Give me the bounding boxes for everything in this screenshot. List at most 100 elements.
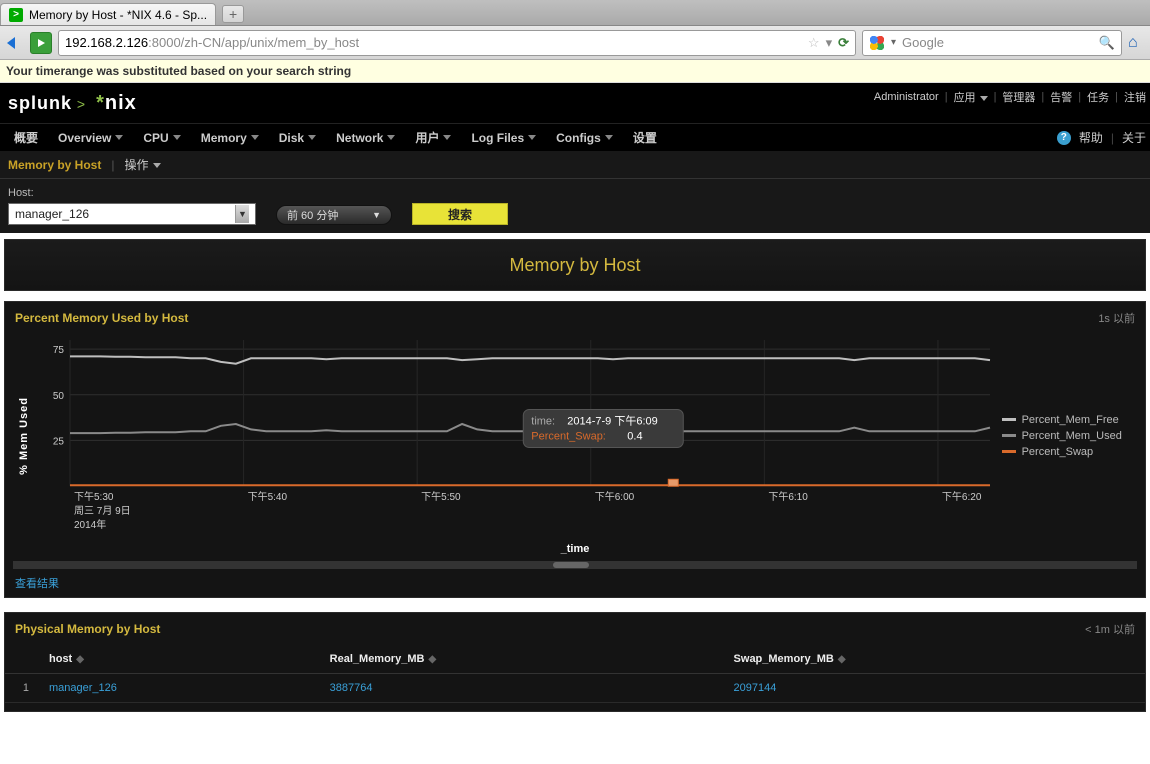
view-results-link[interactable]: 查看结果	[5, 569, 1145, 597]
svg-text:2014年: 2014年	[74, 518, 106, 531]
chart-area[interactable]: 255075下午5:30下午5:40下午5:50下午6:00下午6:10下午6:…	[36, 334, 996, 537]
back-icon	[5, 36, 23, 50]
url-dropdown-icon[interactable]: ▾	[826, 35, 833, 51]
timerange-value: 前 60 分钟	[287, 207, 338, 223]
svg-text:75: 75	[52, 345, 64, 356]
top-link[interactable]: Administrator	[874, 91, 939, 103]
go-icon	[36, 38, 46, 48]
browser-tab-strip: > Memory by Host - *NIX 4.6 - Sp... +	[0, 0, 1150, 26]
legend-label: Percent_Mem_Free	[1022, 414, 1119, 426]
browser-search-box[interactable]: ▾ Google 🔍	[862, 30, 1122, 56]
new-tab-button[interactable]: +	[222, 5, 244, 23]
chart-svg: 255075下午5:30下午5:40下午5:50下午6:00下午6:10下午6:…	[36, 334, 996, 534]
host-select[interactable]: manager_126 ▼	[8, 203, 256, 225]
nav-item[interactable]: 概要	[4, 124, 48, 151]
chart-scrollbar[interactable]	[13, 561, 1137, 569]
chart-panel-percent-mem: Percent Memory Used by Host 1s 以前 % Mem …	[4, 301, 1146, 598]
nav-item[interactable]: Network	[326, 124, 405, 151]
tab-title: Memory by Host - *NIX 4.6 - Sp...	[29, 8, 207, 22]
scrollbar-thumb[interactable]	[553, 562, 589, 568]
page-title: Memory by Host	[8, 158, 101, 172]
legend-swatch	[1002, 418, 1016, 421]
browser-nav-bar: 192.168.2.126:8000/zh-CN/app/unix/mem_by…	[0, 26, 1150, 60]
legend-swatch	[1002, 434, 1016, 437]
title-panel-text: Memory by Host	[509, 255, 640, 276]
nav-about[interactable]: 关于	[1122, 129, 1146, 146]
nav-item[interactable]: CPU	[133, 124, 190, 151]
legend-label: Percent_Mem_Used	[1022, 430, 1122, 442]
top-link[interactable]: 应用	[954, 89, 988, 105]
legend-item[interactable]: Percent_Mem_Used	[1002, 430, 1137, 442]
nav-item[interactable]: Log Files	[461, 124, 546, 151]
host-select-value: manager_126	[15, 207, 89, 221]
physical-mem-table: host◆Real_Memory_MB◆Swap_Memory_MB◆ 1 ma…	[5, 645, 1145, 703]
reload-icon[interactable]: ⟳	[838, 35, 849, 51]
svg-text:50: 50	[52, 391, 64, 402]
timerange-picker[interactable]: 前 60 分钟 ▼	[276, 205, 392, 225]
table-header[interactable]: Swap_Memory_MB◆	[724, 645, 1145, 674]
app-logo[interactable]: splunk > *nix	[8, 92, 137, 115]
nav-item[interactable]: Overview	[48, 124, 133, 151]
table-title: Physical Memory by Host	[15, 622, 160, 636]
top-link[interactable]: 告警	[1050, 89, 1072, 105]
help-icon[interactable]: ?	[1057, 131, 1071, 145]
search-button[interactable]: 搜索	[412, 203, 508, 225]
top-links: Administrator|应用|管理器|告警|任务|注销	[874, 89, 1146, 105]
nav-item[interactable]: Configs	[546, 124, 623, 151]
table-header[interactable]: host◆	[39, 645, 320, 674]
browser-tab[interactable]: > Memory by Host - *NIX 4.6 - Sp...	[0, 3, 216, 25]
url-input[interactable]: 192.168.2.126:8000/zh-CN/app/unix/mem_by…	[58, 30, 856, 56]
search-dropdown-icon[interactable]: ▾	[891, 37, 896, 48]
chart-title: Percent Memory Used by Host	[15, 311, 188, 325]
host-label: Host:	[8, 187, 1142, 199]
svg-text:下午5:40: 下午5:40	[247, 490, 287, 503]
legend-item[interactable]: Percent_Swap	[1002, 446, 1137, 458]
cell-host[interactable]: manager_126	[39, 674, 320, 703]
svg-text:下午5:30: 下午5:30	[74, 490, 114, 503]
info-bar-text: Your timerange was substituted based on …	[6, 64, 351, 78]
nav-item[interactable]: Memory	[191, 124, 269, 151]
top-link[interactable]: 管理器	[1002, 89, 1035, 105]
chart-age: 1s 以前	[1098, 310, 1135, 326]
nav-item[interactable]: 设置	[623, 124, 667, 151]
nav-item[interactable]: 用户	[405, 124, 461, 151]
legend-label: Percent_Swap	[1022, 446, 1094, 458]
search-binoculars-icon[interactable]: 🔍	[1099, 35, 1115, 51]
svg-text:周三 7月 9日: 周三 7月 9日	[74, 505, 131, 517]
row-index: 1	[5, 674, 39, 703]
go-button[interactable]	[30, 32, 52, 54]
actions-menu[interactable]: 操作	[124, 156, 160, 173]
top-link[interactable]: 注销	[1124, 89, 1146, 105]
svg-text:time:: time:	[531, 416, 555, 428]
chart-x-label: _time	[5, 541, 1145, 561]
svg-text:25: 25	[52, 436, 64, 447]
table-panel-physical-mem: Physical Memory by Host < 1m 以前 host◆Rea…	[4, 612, 1146, 712]
bookmark-icon[interactable]: ☆	[808, 35, 820, 51]
tab-favicon: >	[9, 8, 23, 22]
table-row[interactable]: 1 manager_126 3887764 2097144	[5, 674, 1145, 703]
svg-text:Percent_Swap:: Percent_Swap:	[531, 431, 606, 443]
app-header: splunk > *nix Administrator|应用|管理器|告警|任务…	[0, 83, 1150, 123]
home-button[interactable]: ⌂	[1128, 34, 1146, 52]
chart-legend: Percent_Mem_Free Percent_Mem_Used Percent_…	[996, 334, 1137, 537]
table-header[interactable]: Real_Memory_MB◆	[320, 645, 724, 674]
cell-swap[interactable]: 2097144	[724, 674, 1145, 703]
info-bar: Your timerange was substituted based on …	[0, 60, 1150, 83]
top-link[interactable]: 任务	[1087, 89, 1109, 105]
table-age: < 1m 以前	[1085, 621, 1135, 637]
cell-real[interactable]: 3887764	[320, 674, 724, 703]
back-button[interactable]	[4, 33, 24, 53]
nav-item[interactable]: Disk	[269, 124, 326, 151]
search-placeholder: Google	[902, 35, 944, 50]
legend-item[interactable]: Percent_Mem_Free	[1002, 414, 1137, 426]
svg-text:2014-7-9 下午6:09: 2014-7-9 下午6:09	[567, 415, 658, 428]
svg-text:下午6:00: 下午6:00	[594, 490, 634, 503]
title-panel: Memory by Host	[4, 239, 1146, 291]
url-path: :8000/zh-CN/app/unix/mem_by_host	[148, 35, 359, 50]
svg-text:0.4: 0.4	[627, 431, 642, 443]
sub-bar: Memory by Host | 操作	[0, 151, 1150, 179]
nav-help[interactable]: 帮助	[1079, 129, 1103, 146]
svg-text:下午6:20: 下午6:20	[942, 490, 982, 503]
url-host: 192.168.2.126	[65, 35, 148, 50]
chart-y-label: % Mem Used	[13, 334, 36, 537]
